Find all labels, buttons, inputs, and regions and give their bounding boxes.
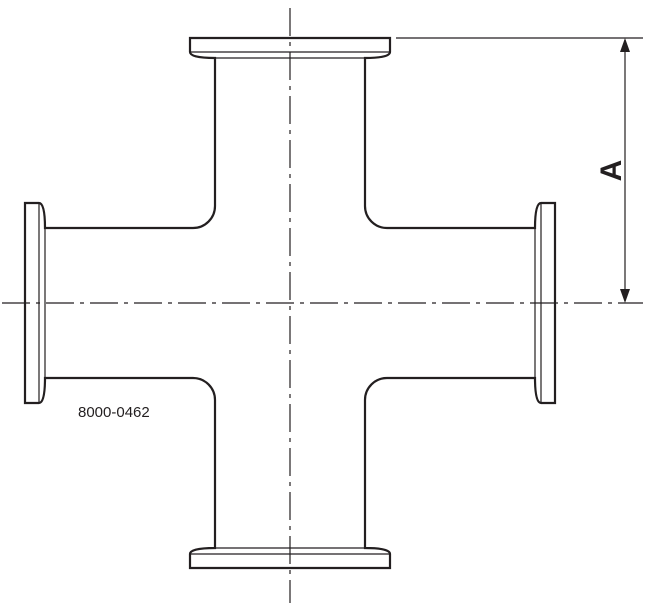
dimension-label: A	[595, 160, 628, 182]
drawing-canvas: A 8000-0462	[0, 0, 660, 607]
arrow-bottom	[620, 289, 630, 303]
part-number: 8000-0462	[78, 404, 150, 421]
dimension-a: A	[396, 38, 643, 303]
arrow-top	[620, 38, 630, 52]
